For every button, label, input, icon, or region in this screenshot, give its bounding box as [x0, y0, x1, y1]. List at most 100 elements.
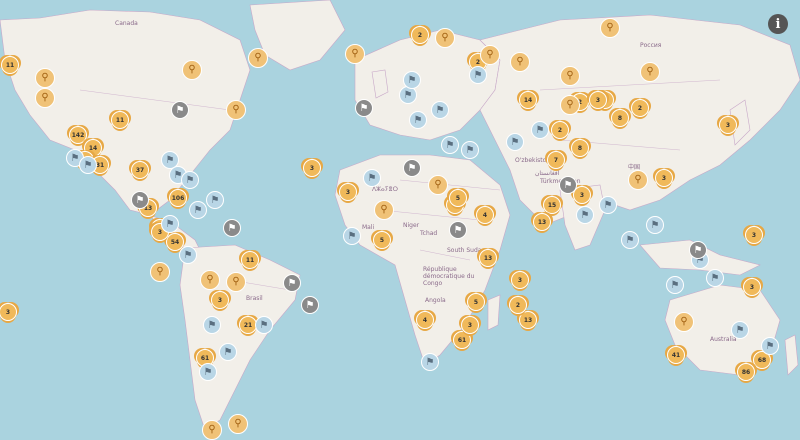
flag-marker-icon[interactable]	[506, 133, 524, 151]
pin-marker-icon[interactable]: ⚲	[345, 44, 365, 64]
cluster-marker[interactable]: 4	[416, 311, 434, 329]
flag-marker-dark-icon[interactable]	[403, 159, 421, 177]
pin-marker-icon[interactable]: ⚲	[226, 100, 246, 120]
cluster-marker[interactable]: 3	[589, 91, 607, 109]
flag-marker-icon[interactable]	[706, 269, 724, 287]
pin-marker-icon[interactable]: ⚲	[600, 18, 620, 38]
pin-marker-icon[interactable]: ⚲	[150, 262, 170, 282]
flag-marker-icon[interactable]	[666, 276, 684, 294]
flag-marker-icon[interactable]	[469, 66, 487, 84]
flag-marker-icon[interactable]	[731, 321, 749, 339]
flag-marker-dark-icon[interactable]	[355, 99, 373, 117]
pin-marker-icon[interactable]: ⚲	[560, 95, 580, 115]
flag-marker-icon[interactable]	[199, 363, 217, 381]
flag-marker-icon[interactable]	[255, 316, 273, 334]
pin-marker-icon[interactable]: ⚲	[480, 45, 500, 65]
cluster-marker[interactable]: 5	[449, 189, 467, 207]
cluster-marker[interactable]: 13	[519, 311, 537, 329]
flag-marker-icon[interactable]	[189, 201, 207, 219]
flag-marker-dark-icon[interactable]	[559, 176, 577, 194]
cluster-marker[interactable]: 3	[511, 271, 529, 289]
flag-marker-dark-icon[interactable]	[301, 296, 319, 314]
cluster-marker[interactable]: 11	[241, 251, 259, 269]
cluster-marker[interactable]: 3	[743, 278, 761, 296]
cluster-marker[interactable]: 61	[453, 331, 471, 349]
cluster-marker[interactable]: 3	[461, 316, 479, 334]
flag-marker-icon[interactable]	[403, 71, 421, 89]
flag-marker-icon[interactable]	[621, 231, 639, 249]
flag-marker-dark-icon[interactable]	[689, 241, 707, 259]
cluster-marker[interactable]: 106	[169, 189, 187, 207]
cluster-marker[interactable]: 3	[655, 169, 673, 187]
pin-marker-icon[interactable]: ⚲	[200, 270, 220, 290]
info-button[interactable]: i	[768, 14, 788, 34]
flag-marker-icon[interactable]	[431, 101, 449, 119]
pin-marker-icon[interactable]: ⚲	[226, 272, 246, 292]
pin-marker-icon[interactable]: ⚲	[182, 60, 202, 80]
pin-marker-icon[interactable]: ⚲	[428, 175, 448, 195]
flag-marker-icon[interactable]	[646, 216, 664, 234]
flag-marker-icon[interactable]	[203, 316, 221, 334]
cluster-marker[interactable]: 3	[211, 291, 229, 309]
pin-marker-icon[interactable]: ⚲	[228, 414, 248, 434]
flag-marker-icon[interactable]	[441, 136, 459, 154]
cluster-marker[interactable]: 5	[467, 293, 485, 311]
cluster-marker[interactable]: 11	[111, 111, 129, 129]
cluster-marker[interactable]: 2	[509, 296, 527, 314]
flag-marker-icon[interactable]	[576, 206, 594, 224]
flag-marker-icon[interactable]	[181, 171, 199, 189]
cluster-marker[interactable]: 2	[631, 99, 649, 117]
pin-marker-icon[interactable]: ⚲	[560, 66, 580, 86]
pin-marker-icon[interactable]: ⚲	[202, 420, 222, 440]
cluster-marker[interactable]: 3	[573, 186, 591, 204]
cluster-marker[interactable]: 3	[0, 303, 17, 321]
cluster-marker[interactable]: 142	[69, 126, 87, 144]
pin-marker-icon[interactable]: ⚲	[674, 312, 694, 332]
pin-marker-icon[interactable]: ⚲	[628, 170, 648, 190]
cluster-marker[interactable]: 11	[1, 56, 19, 74]
cluster-marker[interactable]: 15	[543, 196, 561, 214]
pin-marker-icon[interactable]: ⚲	[248, 48, 268, 68]
flag-marker-dark-icon[interactable]	[449, 221, 467, 239]
flag-marker-icon[interactable]	[343, 227, 361, 245]
flag-marker-icon[interactable]	[599, 196, 617, 214]
pin-marker-icon[interactable]: ⚲	[435, 28, 455, 48]
cluster-marker[interactable]: 3	[745, 226, 763, 244]
cluster-marker[interactable]: 2	[551, 121, 569, 139]
cluster-marker[interactable]: 5	[373, 231, 391, 249]
pin-marker-icon[interactable]: ⚲	[510, 52, 530, 72]
cluster-marker[interactable]: 13	[479, 249, 497, 267]
flag-marker-icon[interactable]	[179, 246, 197, 264]
pin-marker-icon[interactable]: ⚲	[35, 68, 55, 88]
cluster-marker[interactable]: 41	[667, 346, 685, 364]
cluster-marker[interactable]: 3	[719, 116, 737, 134]
flag-marker-dark-icon[interactable]	[131, 191, 149, 209]
cluster-marker[interactable]: 86	[737, 363, 755, 381]
flag-marker-icon[interactable]	[363, 169, 381, 187]
cluster-marker[interactable]: 37	[131, 161, 149, 179]
cluster-marker[interactable]: 8	[611, 109, 629, 127]
cluster-marker[interactable]: 8	[571, 139, 589, 157]
pin-marker-icon[interactable]: ⚲	[374, 200, 394, 220]
flag-marker-dark-icon[interactable]	[171, 101, 189, 119]
cluster-marker[interactable]: 7	[547, 151, 565, 169]
pin-marker-icon[interactable]: ⚲	[35, 88, 55, 108]
flag-marker-icon[interactable]	[79, 156, 97, 174]
flag-marker-icon[interactable]	[206, 191, 224, 209]
cluster-marker[interactable]: 3	[339, 183, 357, 201]
cluster-marker[interactable]: 54	[166, 233, 184, 251]
cluster-marker[interactable]: 13	[533, 213, 551, 231]
cluster-marker[interactable]: 4	[476, 206, 494, 224]
flag-marker-icon[interactable]	[219, 343, 237, 361]
flag-marker-icon[interactable]	[761, 337, 779, 355]
cluster-marker[interactable]: 14	[519, 91, 537, 109]
flag-marker-icon[interactable]	[461, 141, 479, 159]
cluster-marker[interactable]: 3	[303, 159, 321, 177]
flag-marker-dark-icon[interactable]	[283, 274, 301, 292]
flag-marker-icon[interactable]	[161, 215, 179, 233]
flag-marker-icon[interactable]	[409, 111, 427, 129]
cluster-marker[interactable]: 2	[411, 26, 429, 44]
flag-marker-dark-icon[interactable]	[223, 219, 241, 237]
flag-marker-icon[interactable]	[421, 353, 439, 371]
